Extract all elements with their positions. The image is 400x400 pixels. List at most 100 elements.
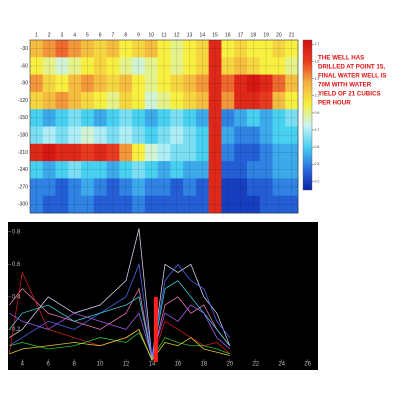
heat-cell [30, 91, 44, 110]
heat-cell [221, 126, 235, 145]
heat-cell [183, 40, 197, 58]
heat-cell [68, 195, 82, 214]
heat-cell [246, 91, 261, 110]
heat-cell [259, 126, 273, 145]
heat-cell [42, 91, 56, 110]
colorbar-label: 1.3 [315, 76, 320, 80]
heat-cell [68, 74, 82, 93]
colorbar-label: 0.7 [315, 128, 320, 132]
heat-cell [30, 143, 44, 162]
heat-cell [106, 40, 120, 58]
y-tick-label: -180 [18, 132, 28, 138]
heat-cell [30, 109, 44, 127]
heat-cell [195, 40, 210, 58]
heat-cell [55, 57, 69, 75]
x-tick-label: 16 [175, 362, 182, 368]
heat-cell [119, 195, 133, 214]
heat-cell [234, 109, 248, 127]
series-line [8, 287, 231, 359]
heat-cell [285, 91, 299, 110]
heat-cell [221, 40, 235, 58]
heat-cell [81, 126, 95, 145]
x-tick-label: 21 [289, 32, 295, 38]
y-tick-label: 0.4 [12, 294, 21, 300]
heat-cell [93, 74, 107, 93]
heat-cell [208, 91, 222, 110]
heat-cell [157, 40, 171, 58]
heat-cell [285, 143, 299, 162]
heat-cell [132, 178, 146, 197]
heat-cell [246, 143, 261, 162]
heat-cell [157, 91, 171, 110]
heat-cell [68, 178, 82, 197]
x-tick-label: 20 [226, 362, 233, 368]
heat-cell [272, 57, 286, 75]
heat-cell [132, 195, 146, 214]
heat-cell [183, 126, 197, 145]
y-tick-label: -240 [18, 167, 28, 173]
heat-cell [55, 109, 69, 127]
heat-cell [195, 74, 210, 93]
heat-cell [119, 40, 133, 58]
colorbar-label: 1.1 [315, 94, 320, 98]
heat-cell [81, 195, 95, 214]
heat-cell [106, 143, 120, 162]
heat-cell [272, 109, 286, 127]
heat-cell [183, 143, 197, 162]
heat-cell [68, 57, 82, 75]
heat-cell [170, 195, 184, 214]
heat-cell [272, 91, 286, 110]
heat-cell [68, 40, 82, 58]
heat-cell [106, 161, 120, 179]
heat-cell [144, 109, 159, 127]
heat-cell [106, 109, 120, 127]
heat-cell [285, 195, 299, 214]
heat-cell [30, 161, 44, 179]
y-tick-label: -150 [18, 115, 28, 121]
heat-cell [208, 57, 222, 75]
x-tick-label: 2 [48, 32, 51, 38]
x-tick-label: 15 [212, 32, 218, 38]
colorbar-label: 1.7 [315, 42, 320, 46]
plot-frame [29, 39, 299, 214]
x-tick-label: 10 [97, 362, 104, 368]
y-tick-label: -90 [21, 81, 28, 87]
heat-cell [208, 40, 222, 58]
heat-cell [246, 126, 261, 145]
heat-cell [106, 195, 120, 214]
heat-cell [42, 57, 56, 75]
heat-cell [259, 57, 273, 75]
heat-cell [221, 57, 235, 75]
heat-cell [93, 161, 107, 179]
heat-cell [183, 195, 197, 214]
annotation: YIELD OF 21 CUBICS [318, 91, 381, 98]
colorbar-label: 0.1 [315, 179, 320, 183]
heat-cell [221, 109, 235, 127]
x-tick-label: 22 [252, 362, 259, 368]
heat-cell [42, 109, 56, 127]
x-tick-label: 24 [278, 362, 285, 368]
heat-cell [285, 57, 299, 75]
heat-cell [195, 126, 210, 145]
heat-cell [285, 126, 299, 145]
heat-cell [144, 40, 159, 58]
heat-cell [81, 178, 95, 197]
heat-cell [119, 57, 133, 75]
series-line [9, 228, 231, 359]
heat-cell [55, 40, 69, 58]
annotation: PER HOUR [318, 100, 351, 107]
y-tick-label: 0.8 [12, 229, 21, 235]
heat-cell [68, 91, 82, 110]
heat-cell [259, 40, 273, 58]
heat-cell [285, 74, 299, 93]
heat-cell [144, 161, 159, 179]
heat-cell [285, 109, 299, 127]
x-tick-label: 6 [47, 362, 51, 368]
heat-cell [157, 74, 171, 93]
heat-cell [93, 109, 107, 127]
colorbar-label: 1.5 [315, 59, 320, 63]
x-tick-label: 9 [137, 32, 140, 38]
heat-cell [93, 195, 107, 214]
x-tick-label: 18 [251, 32, 257, 38]
heat-cell [132, 91, 146, 110]
